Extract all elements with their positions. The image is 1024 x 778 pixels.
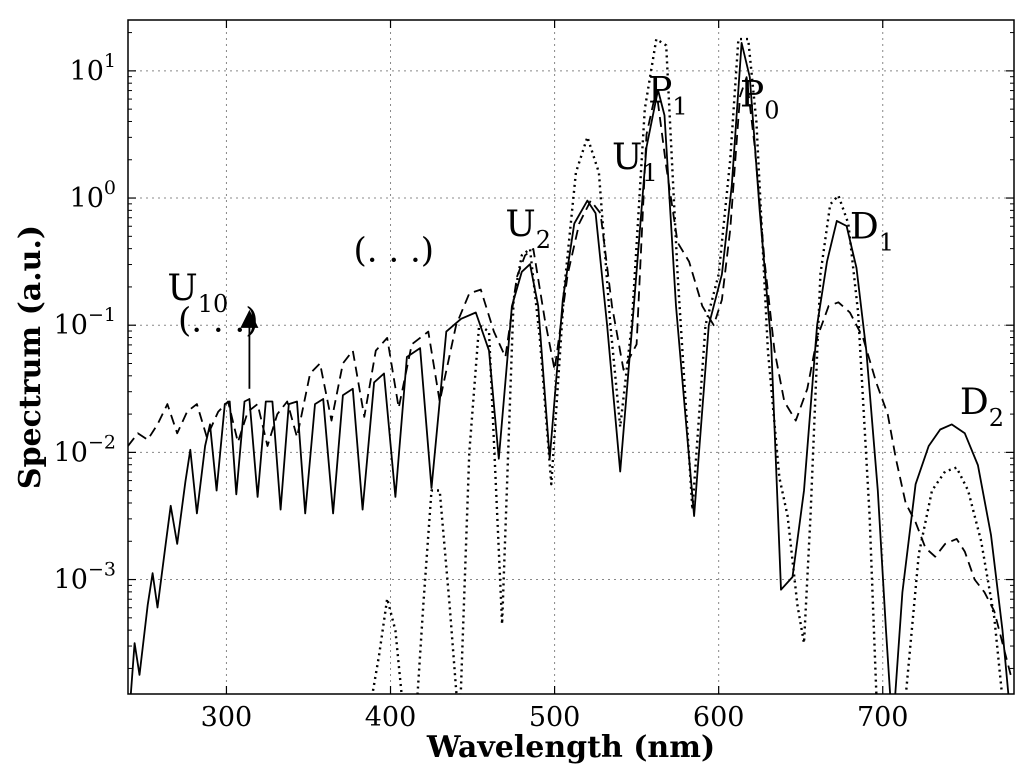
peak-annotation: U10 — [167, 268, 228, 318]
ellipsis-annotation: (. . .) — [354, 231, 435, 271]
y-tick-label: 101 — [70, 50, 116, 87]
y-axis-title: Spectrum (a.u.) — [13, 225, 48, 489]
x-tick-label: 400 — [365, 702, 417, 733]
y-tick-label: 10−3 — [54, 559, 116, 596]
series-dotted-line — [371, 37, 1004, 694]
axis-ticks: 300 400 500 600 700 10−3 10−2 10−1 100 101 — [54, 20, 1014, 733]
plot-frame — [127, 19, 1015, 695]
peak-annotation: U1 — [612, 137, 658, 187]
plot-area — [128, 37, 1012, 694]
x-tick-label: 300 — [201, 702, 253, 733]
x-tick-label: 600 — [693, 702, 745, 733]
grid-lines — [128, 20, 1014, 694]
peak-annotation: D1 — [850, 207, 894, 257]
peak-annotation: U2 — [505, 204, 551, 254]
series-solid-line — [129, 42, 1010, 694]
ellipsis-annotation: (. . .) — [178, 301, 259, 341]
x-tick-label: 700 — [857, 702, 909, 733]
peak-annotation: P0 — [740, 74, 780, 124]
y-tick-label: 100 — [70, 177, 116, 214]
peak-annotation: P1 — [648, 71, 688, 121]
x-tick-label: 500 — [529, 702, 581, 733]
series-dashed-line — [128, 76, 1012, 676]
x-axis-title: Wavelength (nm) — [426, 730, 715, 765]
peak-annotation: D2 — [960, 382, 1004, 432]
y-tick-label: 10−1 — [54, 304, 116, 341]
y-tick-label: 10−2 — [54, 431, 116, 468]
